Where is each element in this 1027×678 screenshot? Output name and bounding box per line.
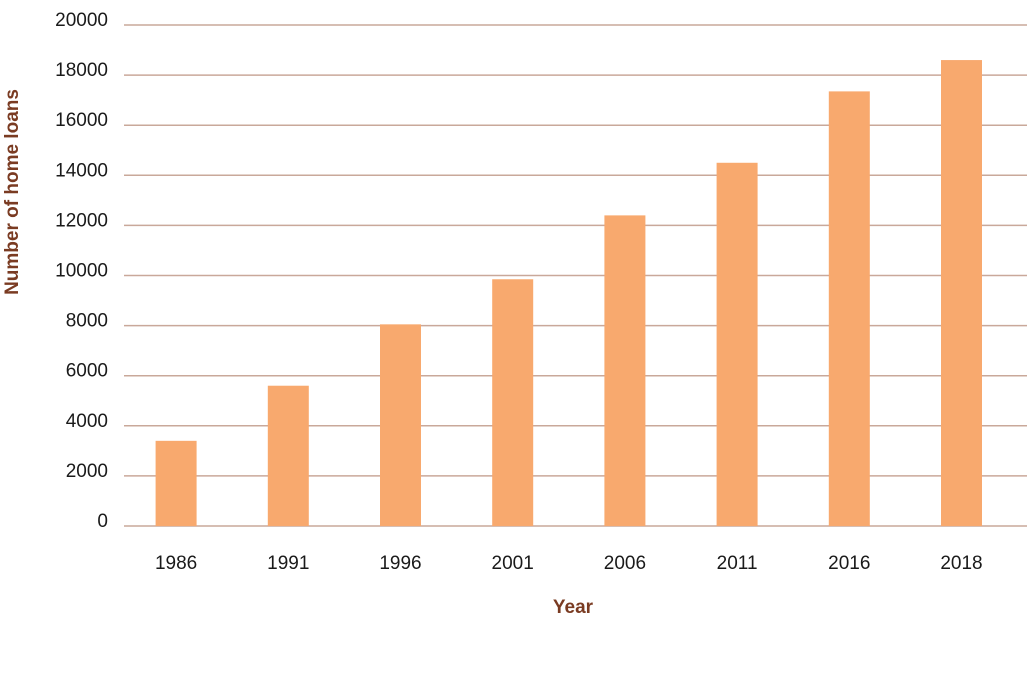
x-tick-label: 2016 (828, 553, 870, 574)
y-tick-label: 18000 (55, 60, 108, 81)
y-tick-label: 14000 (55, 160, 108, 181)
y-tick-label: 10000 (55, 261, 108, 282)
x-tick-label: 1996 (379, 553, 421, 574)
bar-2001 (492, 279, 534, 526)
bars (155, 60, 982, 526)
bar-2016 (828, 91, 870, 526)
y-tick-label: 12000 (55, 210, 108, 231)
x-tick-label: 2006 (604, 553, 646, 574)
y-tick-label: 2000 (66, 461, 108, 482)
x-axis-tick-labels: 1986 1991 1996 2001 2006 2011 2016 2018 (155, 553, 983, 574)
bar-1996 (380, 324, 421, 526)
bar-1986 (155, 440, 197, 526)
y-tick-label: 16000 (55, 110, 108, 131)
x-tick-label: 2011 (717, 553, 758, 574)
x-axis-title: Year (553, 597, 594, 618)
x-tick-label: 1991 (267, 553, 309, 574)
y-axis-tick-labels: 0 2000 4000 6000 8000 10000 12000 14000 16000 180… (55, 10, 108, 532)
y-tick-label: 20000 (55, 10, 108, 31)
bar-1991 (267, 385, 309, 526)
y-axis-title: Number of home loans (2, 89, 23, 295)
x-tick-label: 2018 (940, 553, 982, 574)
y-tick-label: 0 (97, 511, 108, 532)
x-tick-label: 1986 (155, 553, 197, 574)
y-tick-label: 8000 (66, 311, 108, 332)
y-tick-label: 4000 (66, 411, 108, 432)
bar-2018 (941, 60, 982, 526)
bar-2006 (604, 215, 646, 526)
y-tick-label: 6000 (66, 361, 108, 382)
bar-2011 (716, 162, 758, 526)
x-tick-label: 2001 (492, 553, 534, 574)
gridlines (124, 24, 1027, 527)
